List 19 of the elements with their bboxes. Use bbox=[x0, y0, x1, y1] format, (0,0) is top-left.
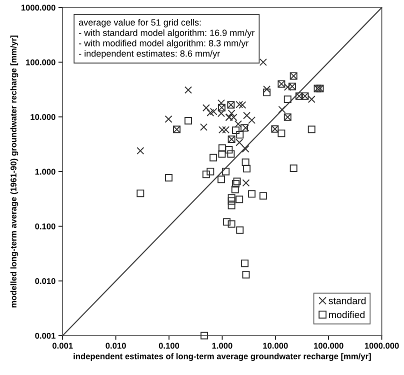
y-axis-title: modelled long-term average (1961-90) groundwater recharge [mm/yr] bbox=[10, 36, 18, 308]
x-tick-label: 10.000 bbox=[263, 342, 288, 349]
x-tick-label: 0.100 bbox=[158, 342, 180, 349]
y-tick-label: 0.010 bbox=[35, 278, 56, 284]
y-tick-label: 100.000 bbox=[26, 59, 56, 66]
x-tick-label: 1000.000 bbox=[364, 342, 399, 349]
x-tick-label: 100.000 bbox=[314, 342, 344, 349]
annotation: average value for 51 grid cells: - with standard model algorithm: 16.9 mm/yr - with modified model algorithm: 8.3 mm/yr - independent estimates: 8.6 mm/yr bbox=[78, 18, 255, 59]
x-tick-label: 0.001 bbox=[52, 342, 73, 349]
y-tick-label: 0.001 bbox=[35, 332, 56, 339]
y-tick-label: 0.100 bbox=[35, 223, 56, 230]
x-tick-label: 0.010 bbox=[106, 342, 126, 349]
y-tick-label: 1000.000 bbox=[21, 4, 56, 11]
y-tick-label: 10.000 bbox=[30, 114, 56, 120]
y-tick-label: 1.000 bbox=[35, 168, 56, 175]
x-axis-title: independent estimates of long-term average groundwater recharge [mm/yr] bbox=[74, 353, 371, 361]
legend-label: standard bbox=[328, 297, 366, 304]
legend-label: modified bbox=[329, 311, 365, 318]
x-tick-label: 1.000 bbox=[212, 342, 232, 349]
